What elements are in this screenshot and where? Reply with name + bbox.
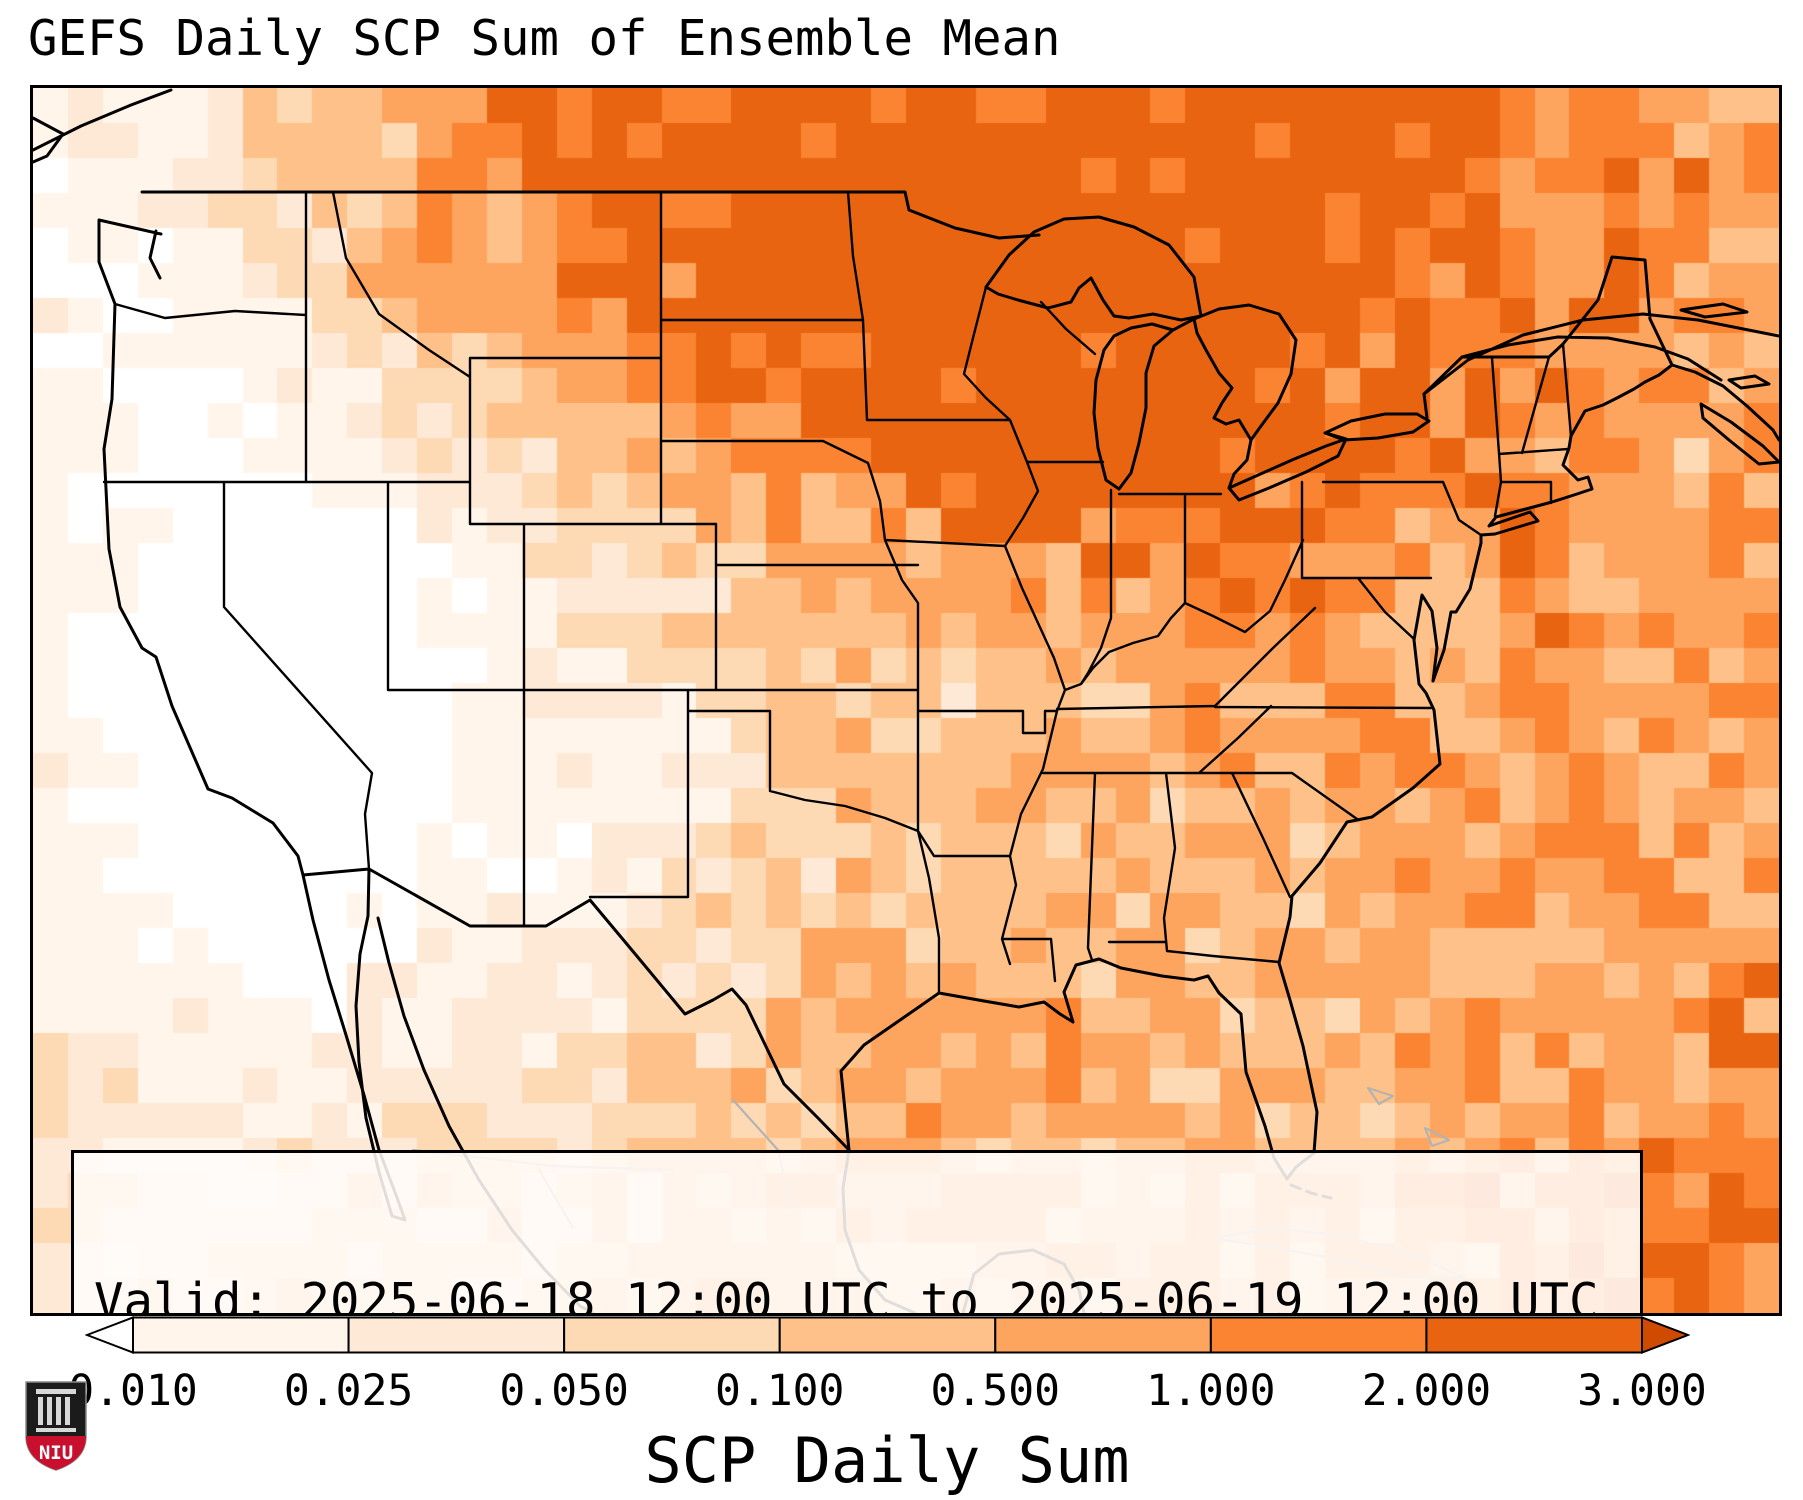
boundaries-overlay [33, 88, 1779, 1313]
colorbar-over-arrow [1641, 1316, 1690, 1354]
colorbar-axis-label: SCP Daily Sum [644, 1424, 1130, 1497]
colorbar [85, 1316, 1690, 1354]
colorbar-segment [563, 1316, 781, 1354]
colorbar-segment [1425, 1316, 1644, 1354]
niu-logo: NIU [25, 1381, 87, 1471]
valid-time-text: Valid: 2025-06-18 12:00 UTC to 2025-06-1… [94, 1272, 1599, 1316]
logo-tower-bar-4 [65, 1397, 70, 1425]
colorbar-segment [132, 1316, 350, 1354]
colorbar-tick-label: 2.000 [1361, 1366, 1492, 1416]
logo-tower-bar-3 [56, 1397, 61, 1425]
logo-red-band [26, 1436, 86, 1470]
state-boundary-paths [102, 190, 1573, 995]
colorbar-segment [1209, 1316, 1428, 1354]
logo-tower-bar-1 [38, 1397, 43, 1425]
colorbar-segment [778, 1316, 997, 1354]
logo-base-bar [36, 1428, 76, 1432]
colorbar-tick-label: 0.050 [499, 1366, 629, 1416]
colorbar-tick-label: 0.500 [930, 1366, 1061, 1416]
page-title: GEFS Daily SCP Sum of Ensemble Mean [28, 10, 1061, 67]
colorbar-tick-label: 0.025 [283, 1366, 414, 1416]
great-lakes-outlines [984, 215, 1431, 502]
international-coastlines [33, 88, 1779, 1313]
colorbar-under-arrow [85, 1316, 134, 1354]
state-boundaries [102, 190, 1573, 995]
logo-text: NIU [39, 1442, 73, 1464]
colorbar-tick-label: 3.000 [1577, 1366, 1707, 1416]
logo-tower-bar-2 [47, 1397, 52, 1425]
colorbar-tick-label: 1.000 [1146, 1366, 1276, 1416]
coastline-paths [33, 88, 1779, 1313]
colorbar-segment [994, 1316, 1212, 1354]
colorbar-tick-label: 0.100 [714, 1366, 845, 1416]
map-frame: Valid: 2025-06-18 12:00 UTC to 2025-06-1… [30, 85, 1782, 1316]
colorbar-segment [347, 1316, 566, 1354]
great-lakes-paths [984, 215, 1431, 502]
logo-battlement [36, 1389, 76, 1394]
scp-heatmap-canvas [33, 88, 1779, 1313]
colorbar-tick-label: 0.010 [68, 1366, 198, 1416]
info-box: Valid: 2025-06-18 12:00 UTC to 2025-06-1… [71, 1150, 1643, 1316]
